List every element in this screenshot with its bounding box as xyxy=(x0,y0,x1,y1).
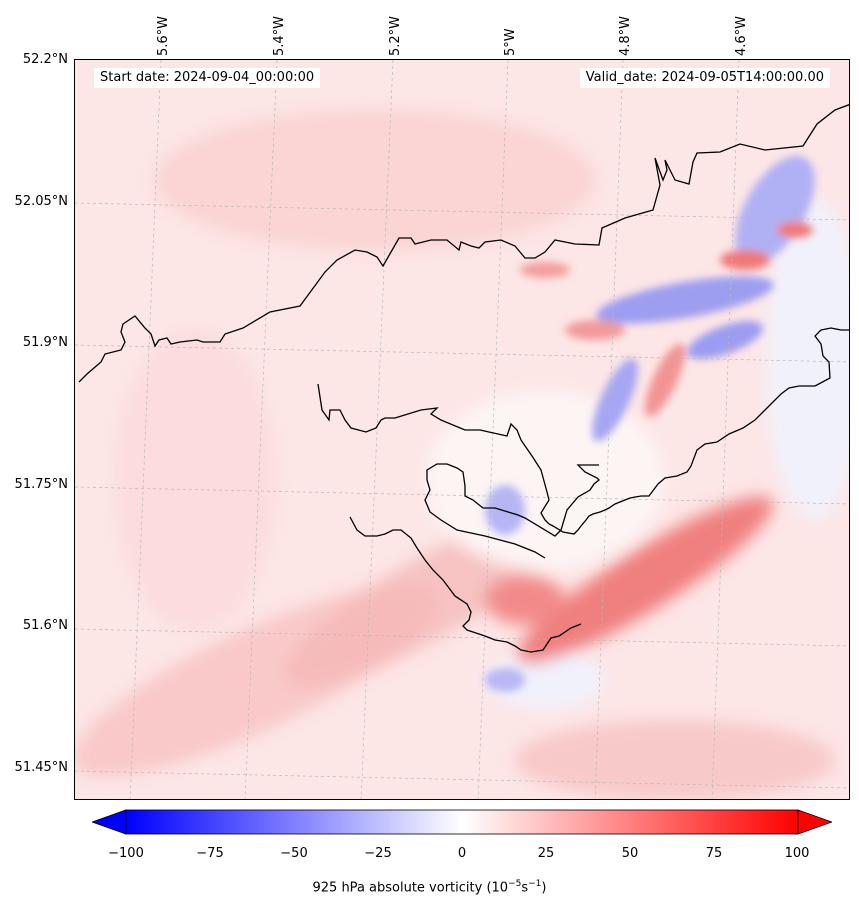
graticule xyxy=(75,60,849,799)
lat-label-52-2n: 52.2°N xyxy=(22,52,68,67)
colorbar-label-text: 925 hPa absolute vorticity (10 xyxy=(312,880,509,896)
colorbar-tick: 100 xyxy=(784,846,810,861)
lon-label-5w: 5°W xyxy=(503,28,518,56)
colorbar-tick: 25 xyxy=(537,846,555,861)
vorticity-map xyxy=(74,59,850,800)
lon-label-5-4w: 5.4°W xyxy=(272,15,287,56)
colorbar-tick: −75 xyxy=(196,846,224,861)
colorbar-label-exp1: −5 xyxy=(508,879,522,889)
colorbar-label-exp2: −1 xyxy=(528,879,542,889)
lat-label-51-45n: 51.45°N xyxy=(14,760,68,775)
lon-label-5-2w: 5.2°W xyxy=(388,15,403,56)
lat-label-51-75n: 51.75°N xyxy=(14,477,68,492)
colorbar-tick: −25 xyxy=(364,846,392,861)
lon-label-4-6w: 4.6°W xyxy=(734,15,749,56)
lat-label-52-05n: 52.05°N xyxy=(14,194,68,209)
coastline xyxy=(78,104,849,653)
lat-label-51-6n: 51.6°N xyxy=(22,618,68,633)
lon-label-4-8w: 4.8°W xyxy=(618,15,633,56)
lon-label-5-6w: 5.6°W xyxy=(156,15,171,56)
colorbar-tick: 75 xyxy=(705,846,723,861)
colorbar-tick: 50 xyxy=(621,846,639,861)
colorbar-label-mid: s xyxy=(521,880,529,896)
valid-date-label: Valid_date: 2024-09-05T14:00:00.00 xyxy=(579,68,830,88)
start-date-label: Start date: 2024-09-04_00:00:00 xyxy=(94,68,321,88)
vorticity-field xyxy=(75,60,849,799)
colorbar-tick: −50 xyxy=(280,846,308,861)
colorbar-label: 925 hPa absolute vorticity (10−5s−1) xyxy=(0,879,859,895)
colorbar-tick: −100 xyxy=(108,846,144,861)
colorbar-label-end: ) xyxy=(541,880,547,896)
colorbar xyxy=(92,809,832,835)
colorbar-tick: 0 xyxy=(457,846,467,861)
lat-label-51-9n: 51.9°N xyxy=(22,335,68,350)
